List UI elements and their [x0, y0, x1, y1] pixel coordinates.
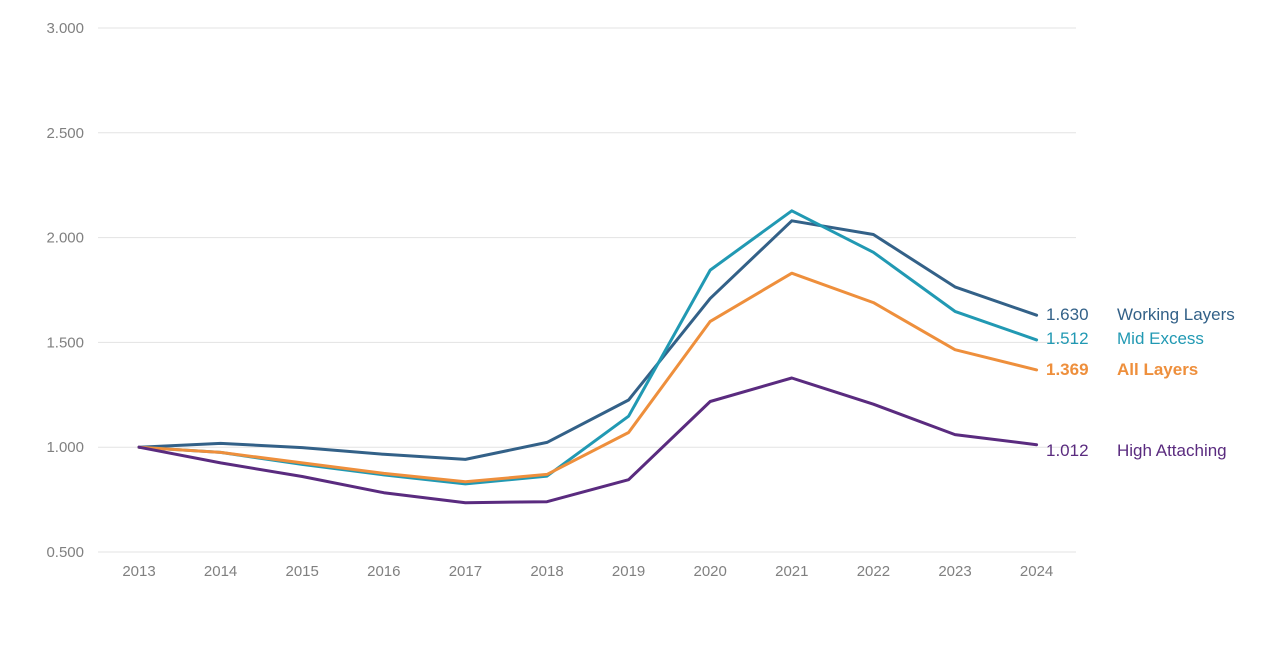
- y-tick-label: 3.000: [46, 20, 84, 37]
- x-tick-label: 2013: [122, 563, 155, 580]
- x-tick-label: 2017: [449, 563, 482, 580]
- y-tick-label: 0.500: [46, 544, 84, 561]
- x-tick-label: 2019: [612, 563, 645, 580]
- y-axis-ticks: 0.500 1.000 1.500 2.000 2.500 3.000: [46, 20, 84, 561]
- x-tick-label: 2018: [530, 563, 563, 580]
- y-tick-label: 2.500: [46, 125, 84, 142]
- x-tick-label: 2015: [286, 563, 319, 580]
- x-tick-label: 2023: [938, 563, 971, 580]
- series-end-labels: 1.630 Working Layers 1.512 Mid Excess 1.369 A…: [1046, 305, 1235, 460]
- y-tick-label: 2.000: [46, 230, 84, 247]
- end-value-mid-excess: 1.512: [1046, 329, 1089, 348]
- x-tick-label: 2021: [775, 563, 808, 580]
- x-tick-label: 2020: [694, 563, 727, 580]
- series-line-working-layers: [137, 219, 1039, 461]
- series-name-high-attaching: High Attaching: [1117, 441, 1227, 460]
- y-tick-label: 1.000: [46, 439, 84, 456]
- series-line-high-attaching: [137, 376, 1039, 505]
- series-name-working-layers: Working Layers: [1117, 305, 1235, 324]
- series-name-all-layers: All Layers: [1117, 360, 1198, 379]
- end-value-working-layers: 1.630: [1046, 305, 1089, 324]
- y-tick-label: 1.500: [46, 334, 84, 351]
- x-tick-label: 2014: [204, 563, 237, 580]
- series-name-mid-excess: Mid Excess: [1117, 329, 1204, 348]
- series-line-all-layers: [137, 271, 1039, 484]
- gridlines: [98, 27, 1076, 553]
- x-tick-label: 2024: [1020, 563, 1053, 580]
- series-lines: [137, 209, 1039, 505]
- x-tick-label: 2016: [367, 563, 400, 580]
- x-axis-ticks: 2013 2014 2015 2016 2017 2018 2019 2020 2021 2022…: [122, 563, 1053, 580]
- x-tick-label: 2022: [857, 563, 890, 580]
- end-value-all-layers: 1.369: [1046, 360, 1089, 379]
- end-value-high-attaching: 1.012: [1046, 441, 1089, 460]
